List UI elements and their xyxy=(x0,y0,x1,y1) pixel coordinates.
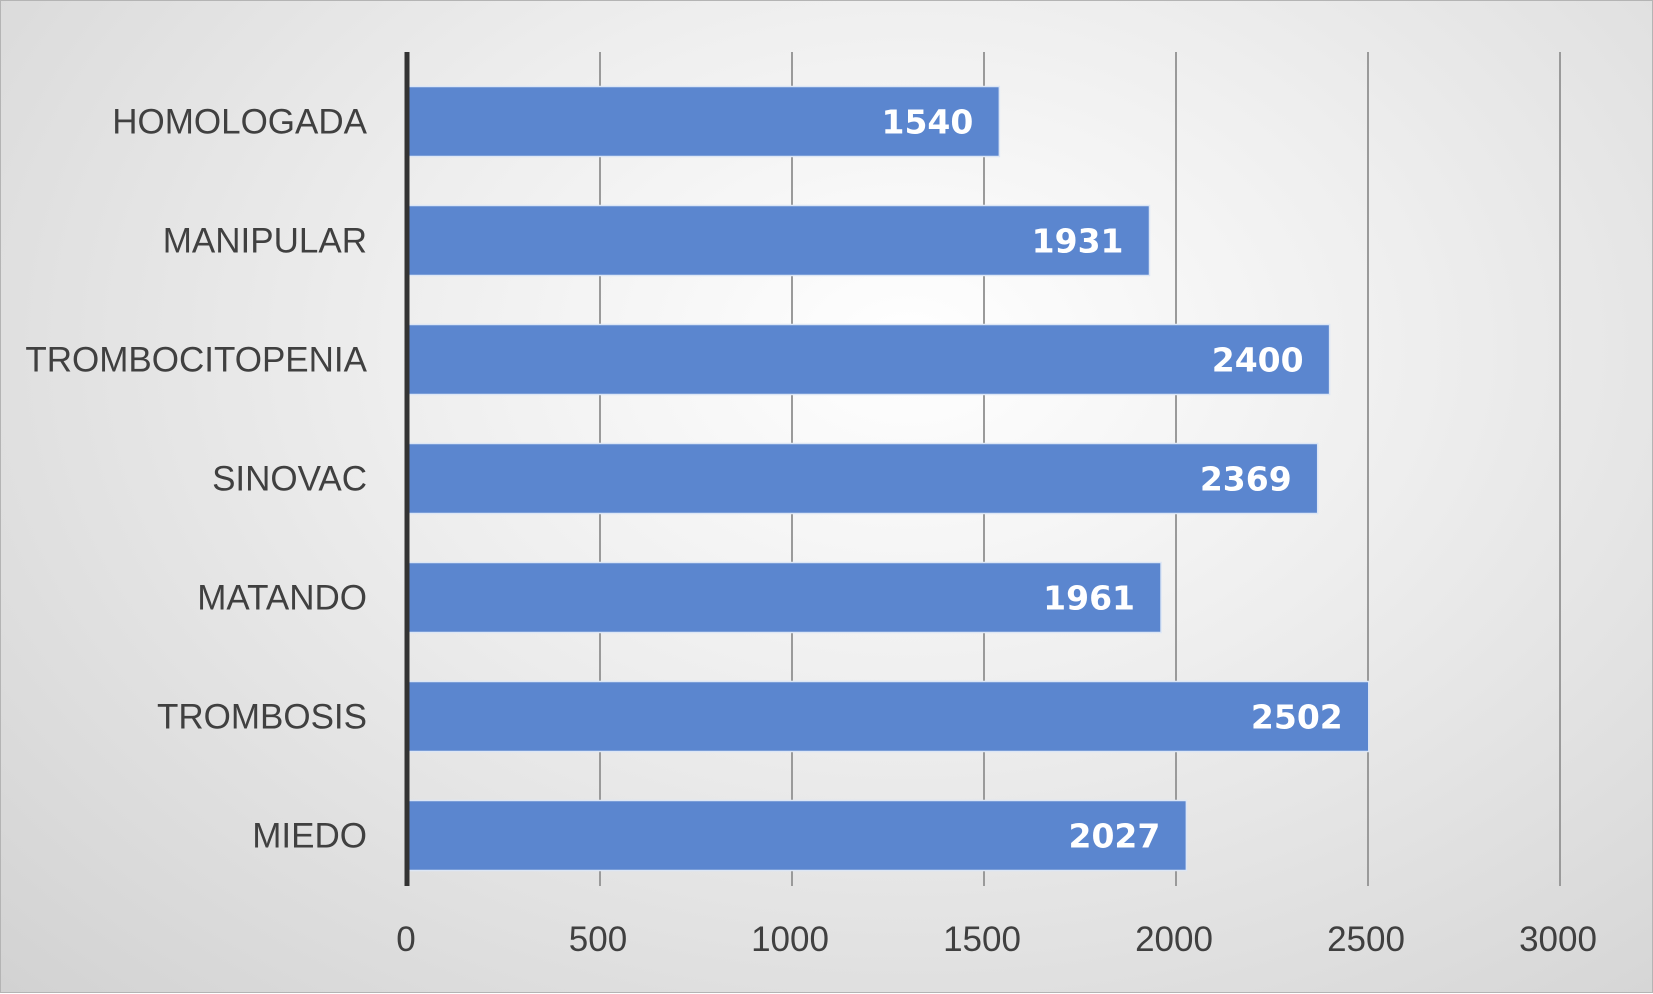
category-label-trombosis: TROMBOSIS xyxy=(157,698,367,737)
bar-sinovac xyxy=(407,442,1319,515)
data-label-manipular: 1931 xyxy=(1032,222,1124,261)
category-label-homologada: HOMOLOGADA xyxy=(112,103,367,142)
category-label-miedo: MIEDO xyxy=(252,817,367,856)
bar-matando xyxy=(407,561,1162,634)
data-label-miedo: 2027 xyxy=(1069,817,1161,856)
x-tick-label-500: 500 xyxy=(569,920,627,959)
bar-trombosis xyxy=(407,680,1370,753)
x-tick-label-3000: 3000 xyxy=(1519,920,1597,959)
bar-miedo xyxy=(407,799,1188,872)
category-label-manipular: MANIPULAR xyxy=(163,222,367,261)
data-label-matando: 1961 xyxy=(1043,579,1135,618)
bar-trombocitopenia xyxy=(407,323,1331,396)
x-tick-label-0: 0 xyxy=(396,920,415,959)
data-label-sinovac: 2369 xyxy=(1200,460,1292,499)
bar-homologada xyxy=(407,85,1001,158)
data-label-trombosis: 2502 xyxy=(1251,698,1343,737)
x-tick-label-1000: 1000 xyxy=(751,920,829,959)
category-label-trombocitopenia: TROMBOCITOPENIA xyxy=(25,341,367,380)
data-label-trombocitopenia: 2400 xyxy=(1212,341,1304,380)
x-tick-label-2500: 2500 xyxy=(1327,920,1405,959)
data-label-homologada: 1540 xyxy=(882,103,974,142)
x-tick-label-2000: 2000 xyxy=(1135,920,1213,959)
category-label-sinovac: SINOVAC xyxy=(212,460,367,499)
x-tick-label-1500: 1500 xyxy=(943,920,1021,959)
category-label-matando: MATANDO xyxy=(197,579,367,618)
